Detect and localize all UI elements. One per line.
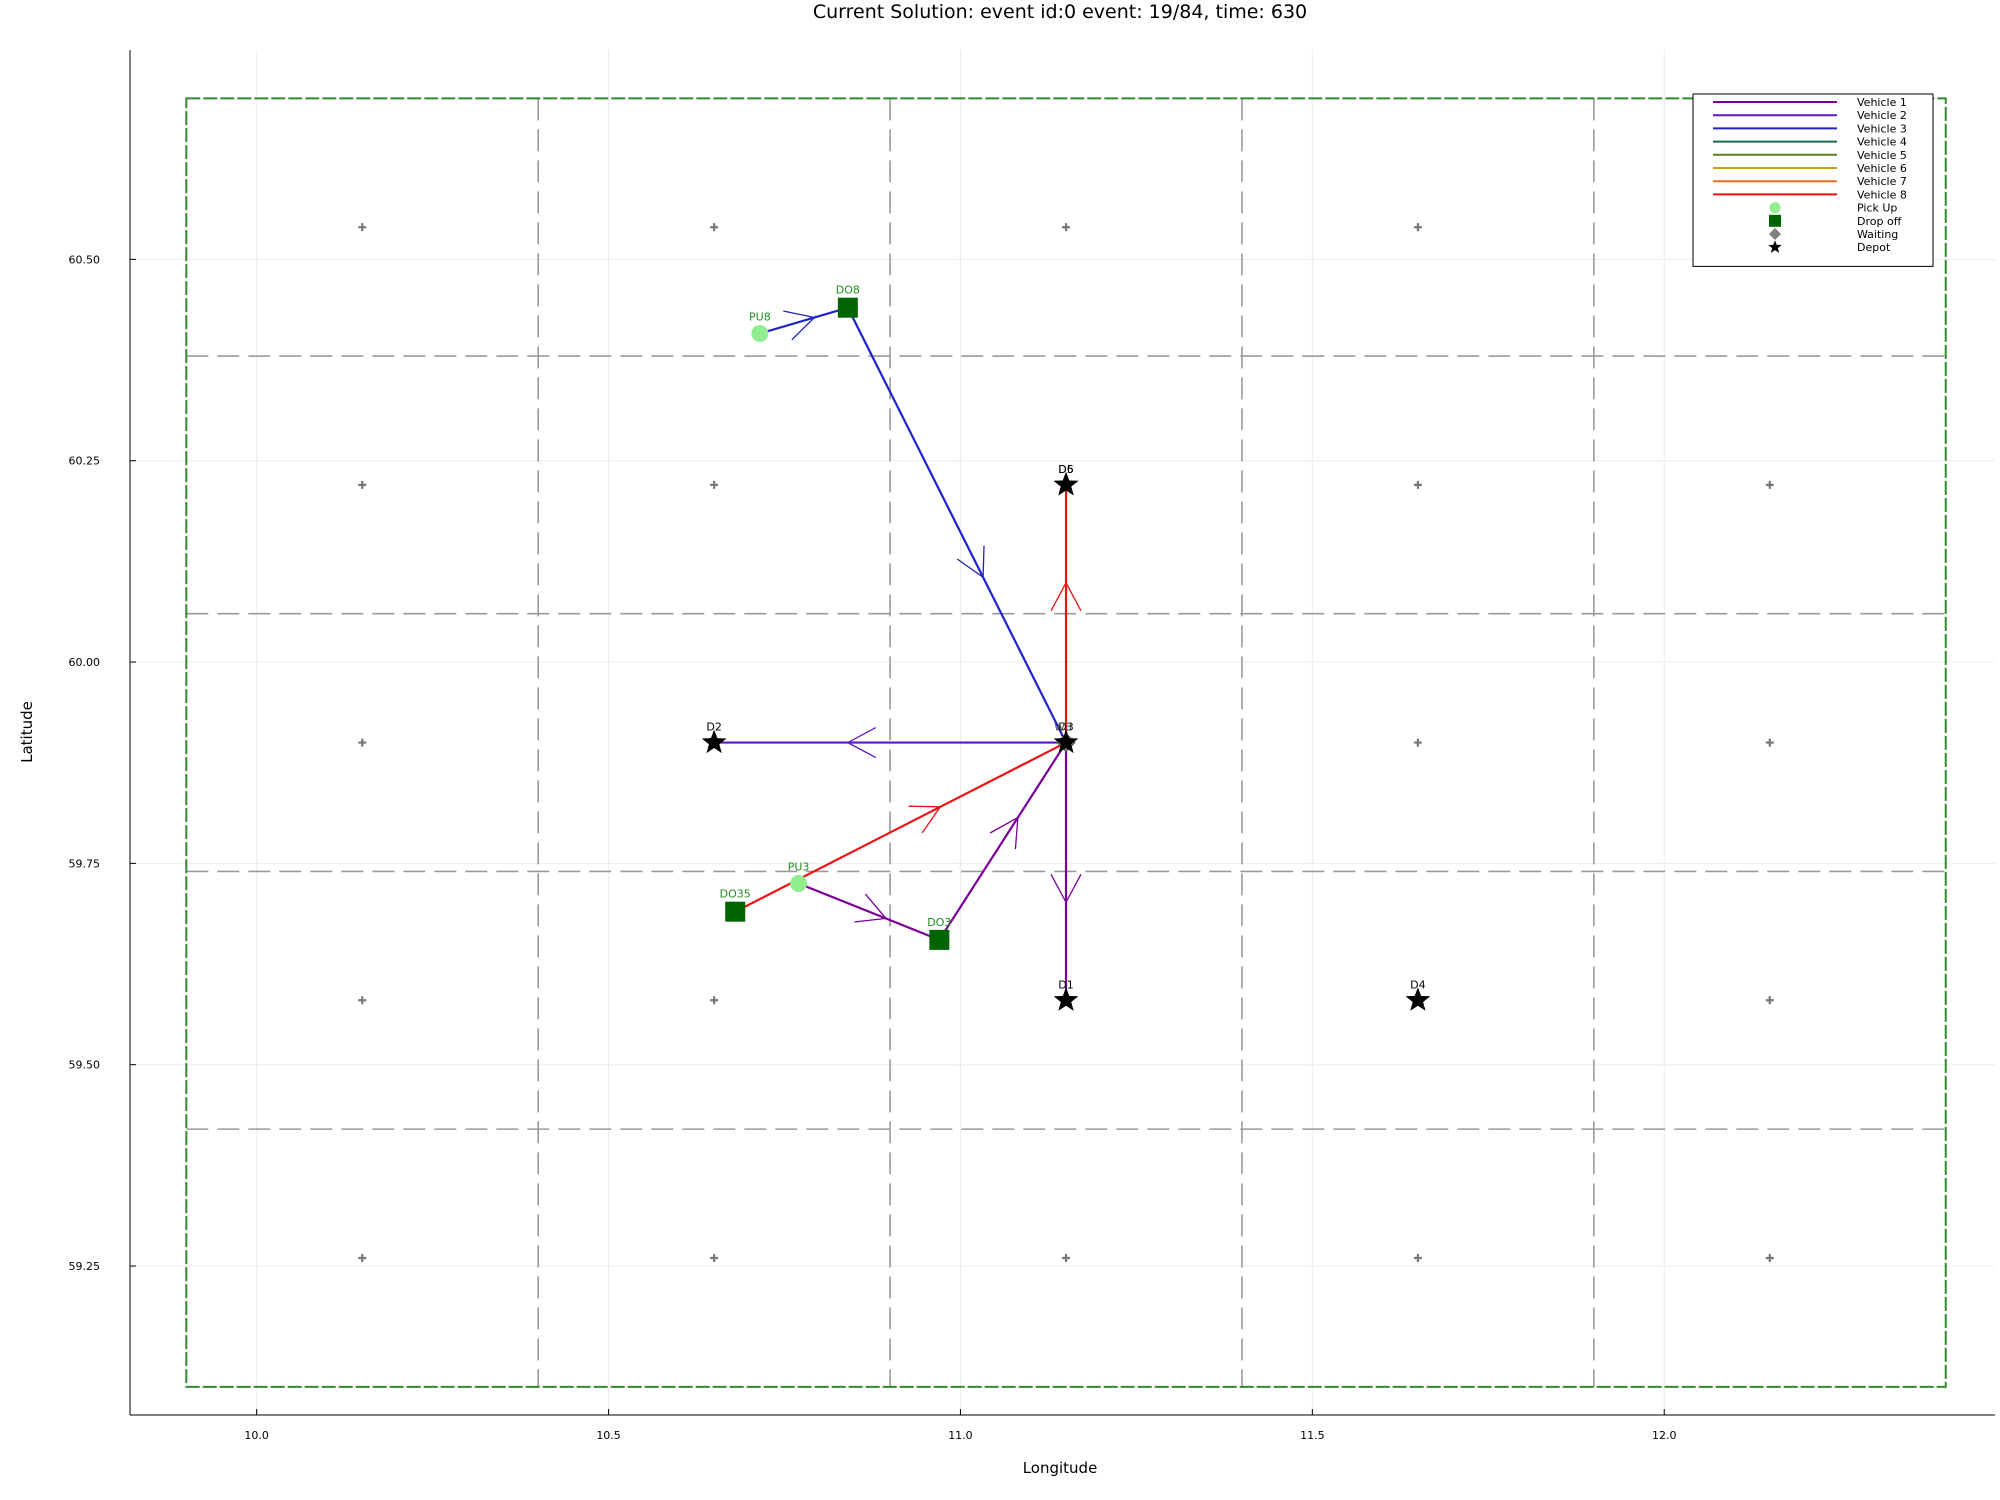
zone-center-marker <box>1413 223 1422 232</box>
depot-label: D6 <box>1058 463 1073 476</box>
depot-label: D5 <box>1058 463 1073 476</box>
legend-label: Vehicle 8 <box>1857 188 1907 201</box>
legend-label: Vehicle 3 <box>1857 122 1907 135</box>
dropoff-label: DO3 <box>927 916 951 929</box>
depot-label: D3 <box>1058 721 1073 734</box>
depot-marker <box>701 729 727 754</box>
route-arrow <box>846 727 877 759</box>
depot-label: D2 <box>706 721 721 734</box>
zone-center-marker <box>358 996 367 1005</box>
legend-label: Depot <box>1857 241 1891 254</box>
zone-center-marker <box>710 480 719 489</box>
zone-center-marker <box>710 996 719 1005</box>
zone-center-marker <box>1765 738 1774 747</box>
y-tick-label: 59.25 <box>69 1260 101 1273</box>
waiting-label: W3 <box>1054 721 1072 734</box>
y-tick-label: 59.75 <box>69 857 101 870</box>
route-arrow <box>989 816 1019 850</box>
legend-label: Waiting <box>1857 228 1898 241</box>
zone-center-marker <box>358 223 367 232</box>
zone-center-marker <box>1062 223 1071 232</box>
zone-center-marker <box>1765 996 1774 1005</box>
zone-center-marker <box>1413 480 1422 489</box>
route-line <box>798 738 1068 1001</box>
service-area-border <box>185 97 1947 1388</box>
dropoff-marker <box>837 297 858 318</box>
legend-label: Vehicle 4 <box>1857 136 1907 149</box>
route-arrow <box>854 893 888 923</box>
route-arrow <box>956 545 985 579</box>
zone-center-marker <box>1413 1253 1422 1262</box>
pickup-marker <box>790 874 808 892</box>
x-tick-label: 11.5 <box>1300 1429 1325 1442</box>
route-arrow <box>1050 581 1082 612</box>
route-line <box>759 306 1068 744</box>
legend-label: Vehicle 2 <box>1857 109 1907 122</box>
y-tick-label: 60.50 <box>69 253 101 266</box>
x-axis-label: Longitude <box>1023 1459 1098 1477</box>
legend-swatch-dropoff <box>1769 214 1781 227</box>
y-tick-label: 60.00 <box>69 656 101 669</box>
y-tick-label: 59.50 <box>69 1059 101 1072</box>
dropoff-label: DO35 <box>720 888 751 901</box>
pickup-label: PU8 <box>749 310 771 323</box>
x-tick-label: 10.5 <box>596 1429 621 1442</box>
pickup-label: PU3 <box>788 860 810 873</box>
zone-center-marker <box>358 480 367 489</box>
zone-center-marker <box>710 1253 719 1262</box>
route-arrow <box>783 310 816 341</box>
zone-center-marker <box>1765 1253 1774 1262</box>
pickup-marker <box>751 324 769 342</box>
legend-swatch-waiting <box>1769 228 1781 240</box>
dropoff-label: DO8 <box>836 284 860 297</box>
route-arrow <box>908 805 942 834</box>
legend-swatch-pickup <box>1769 202 1781 214</box>
depot-marker <box>1405 987 1431 1011</box>
chart-title: Current Solution: event id:0 event: 19/8… <box>813 1 1307 23</box>
y-axis-label: Latitude <box>18 701 36 763</box>
legend-label: Vehicle 1 <box>1857 96 1907 109</box>
depot-label: D1 <box>1058 978 1073 991</box>
x-tick-label: 12.0 <box>1652 1429 1677 1442</box>
y-tick-label: 60.25 <box>69 455 101 468</box>
route-line <box>734 484 1068 913</box>
depot-marker <box>1053 729 1079 754</box>
zone-center-marker <box>710 223 719 232</box>
zone-center-marker <box>1062 1253 1071 1262</box>
depot-label: D4 <box>1410 978 1425 991</box>
axes: 10.0 10.5 11.0 11.5 12.0 59.25 59.50 59.75 60.00… <box>69 50 1995 1442</box>
depot-marker <box>1053 471 1079 496</box>
route-arrow <box>1050 873 1082 904</box>
zone-center-marker <box>358 1253 367 1262</box>
legend-label: Vehicle 7 <box>1857 175 1907 188</box>
zone-center-marker <box>1765 480 1774 489</box>
legend-label: Pick Up <box>1857 202 1897 215</box>
x-tick-label: 10.0 <box>244 1429 269 1442</box>
dropoff-marker <box>725 901 746 922</box>
zone-center-marker <box>358 738 367 747</box>
depot-marker <box>1053 987 1079 1011</box>
zone-center-marker <box>1413 738 1422 747</box>
grid-lines <box>130 50 1995 1415</box>
legend-label: Drop off <box>1857 215 1902 228</box>
vehicle-routes <box>714 306 1082 1001</box>
legend-label: Vehicle 6 <box>1857 162 1907 175</box>
x-tick-label: 11.0 <box>948 1429 973 1442</box>
legend-label: Vehicle 5 <box>1857 149 1907 162</box>
dropoff-marker <box>929 929 950 950</box>
legend-swatch-depot <box>1768 240 1782 253</box>
